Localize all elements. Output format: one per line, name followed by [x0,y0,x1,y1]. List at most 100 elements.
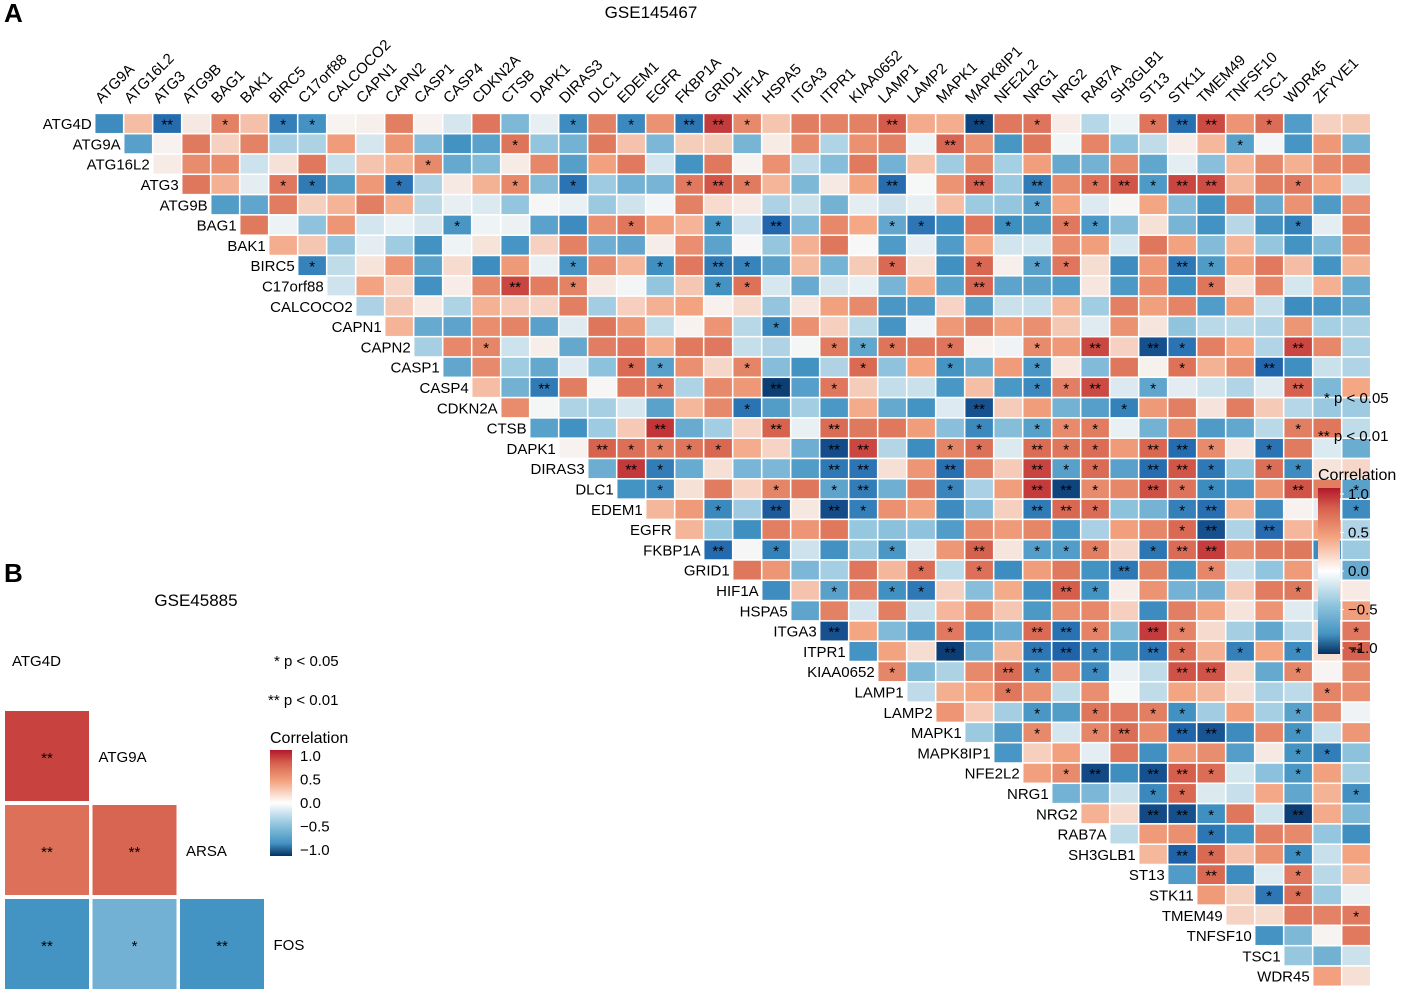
panel-a-cell [1224,193,1256,216]
panel-a-significance-mark: * [1179,502,1185,519]
panel-a-cell [1108,538,1140,561]
panel-a-significance-mark: * [1063,462,1069,479]
panel-a-cell [1108,620,1140,642]
panel-b-title: GSE45885 [154,591,237,610]
panel-a-cell [586,173,618,196]
panel-a-significance-mark: ** [1205,117,1217,134]
panel-a-cell [1050,153,1082,176]
panel-a-cell [557,396,589,419]
panel-a-legend-note-p01: ** p < 0.01 [1318,428,1388,445]
panel-a-cell [1340,701,1372,724]
panel-a-cell [963,335,995,358]
panel-a-cell [702,417,734,439]
panel-a-cell [412,132,444,155]
panel-a-cell [1108,214,1140,236]
panel-a-cell [1340,944,1372,967]
panel-a-significance-mark: ** [1176,807,1188,824]
panel-a-cell [615,396,647,419]
panel-a-significance-mark: ** [770,502,782,519]
panel-a-cell [412,254,444,277]
panel-a-significance-mark: * [1034,726,1040,743]
panel-a-cell [847,315,879,338]
panel-b-legend-note-p01: ** p < 0.01 [268,692,338,709]
panel-a-significance-mark: * [1063,421,1069,438]
panel-a-cell [1253,721,1285,744]
panel-a-cell [1311,112,1343,135]
panel-a-row-label: DLC1 [575,481,613,498]
panel-a-cell [1311,295,1343,318]
panel-a-colorbar-tick-label: −1.0 [1348,640,1378,657]
panel-a-row-label: ITPR1 [803,644,846,661]
panel-a-cell [1253,153,1285,176]
panel-a-cell [441,315,473,338]
panel-a-cell [528,112,560,135]
panel-a-significance-mark: * [1179,360,1185,377]
panel-a-significance-mark: ** [1176,177,1188,194]
panel-a-cell [1340,295,1372,318]
panel-a-cell [992,295,1024,318]
panel-a-cell [1340,315,1372,338]
panel-a-cell [586,315,618,338]
panel-a-cell [992,376,1024,399]
panel-a-cell [731,376,763,399]
panel-a-cell [789,275,821,297]
panel-a-significance-mark: * [309,117,315,134]
panel-a-cell [992,620,1024,642]
panel-a-colorbar-ticks: 1.0 0.5 0.0 −0.5 −1.0 [1340,486,1378,657]
panel-a-cell [934,599,966,622]
panel-a-cell [644,335,676,358]
panel-a-cell [905,335,937,358]
panel-a-cell [296,234,328,257]
panel-a-significance-mark: ** [1350,644,1362,661]
panel-a-cell [615,315,647,338]
panel-a-colorbar-tick-label: −0.5 [1348,602,1378,619]
panel-b-cell [3,803,91,897]
panel-a-significance-mark: * [657,462,663,479]
panel-a-cell [876,437,908,460]
panel-a-significance-mark: ** [1147,807,1159,824]
panel-a-cell [1166,741,1198,764]
panel-a-cell [1079,356,1111,379]
panel-a-cell [847,579,879,602]
panel-a-cell [1137,498,1169,521]
panel-a-cell [1195,620,1227,642]
panel-a-cell [354,173,386,196]
panel-a-cell [1137,660,1169,683]
panel-a-cell [1224,681,1256,703]
panel-a-cell [789,173,821,196]
panel-a-cell [238,132,270,155]
panel-a-significance-mark: ** [828,502,840,519]
panel-a-cell [731,193,763,216]
panel-b-colorbar-tick-label: −0.5 [300,819,330,836]
panel-a-cell [1224,214,1256,236]
panel-a-significance-mark: * [1092,441,1098,458]
panel-a-cell [1311,254,1343,277]
panel-a-significance-mark: ** [1147,441,1159,458]
panel-a-row-label: CTSB [487,421,527,438]
panel-a-cell [731,295,763,318]
panel-a-cell [876,193,908,216]
panel-a-cell [905,620,937,642]
panel-a-cell [702,315,734,338]
panel-a-legend-note-p05: * p < 0.05 [1324,390,1389,407]
panel-a-cell [586,234,618,257]
panel-a-cell [180,173,212,196]
panel-a-cell [1166,153,1198,176]
panel-a-cell [992,254,1024,277]
panel-a-cell [789,518,821,541]
panel-a-cell [992,417,1024,439]
panel-a-significance-mark: * [512,137,518,154]
panel-a-significance-mark: ** [1147,644,1159,661]
panel-a-cell [354,295,386,318]
panel-a-significance-mark: * [280,177,286,194]
panel-a-cell [441,153,473,176]
panel-a-significance-mark: * [1092,644,1098,661]
panel-a-cell [528,417,560,439]
panel-a-significance-mark: * [976,441,982,458]
panel-a-cell [992,335,1024,358]
panel-a-significance-mark: * [1295,421,1301,438]
panel-a-cell [702,193,734,216]
panel-a-significance-mark: ** [973,401,985,418]
panel-a-significance-mark: * [1179,786,1185,803]
panel-a-cell [789,579,821,602]
